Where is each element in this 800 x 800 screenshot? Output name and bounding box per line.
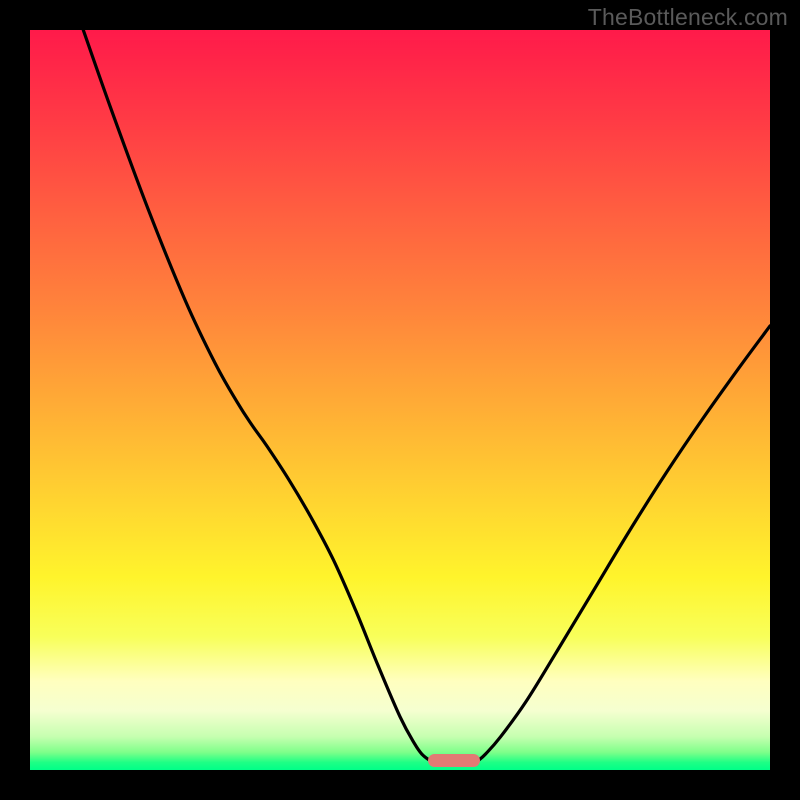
bottleneck-curve	[30, 30, 770, 770]
plot-area	[30, 30, 770, 770]
watermark-text: TheBottleneck.com	[588, 4, 788, 31]
optimal-marker	[428, 754, 480, 767]
chart-frame: TheBottleneck.com	[0, 0, 800, 800]
